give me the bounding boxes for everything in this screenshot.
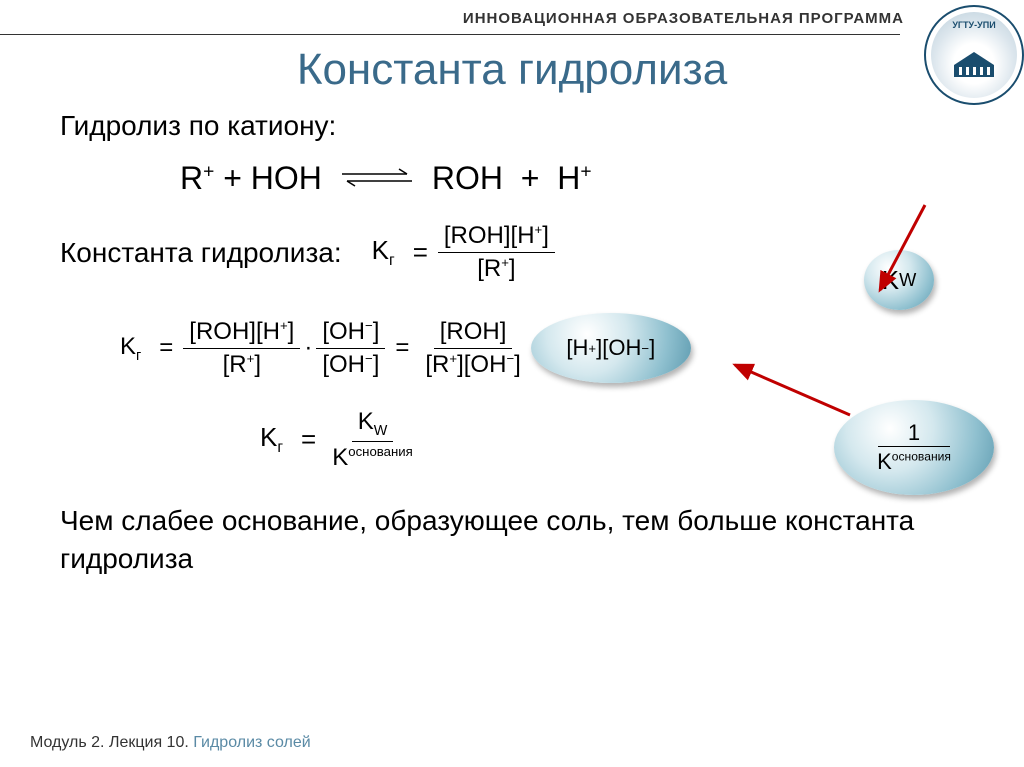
kg-formula: Kг = [ROH][H+] [R+] [372,222,555,283]
program-header: ИННОВАЦИОННАЯ ОБРАЗОВАТЕЛЬНАЯ ПРОГРАММА [463,10,904,27]
eq-left: R+ + HOH [180,160,322,197]
slide-content: Гидролиз по катиону: R+ + HOH ROH + H+ К… [60,110,994,577]
h-oh-bubble: [H+][OH−] [531,313,691,383]
university-logo: УГТУ-УПИ [924,5,1024,105]
cation-equation: R+ + HOH ROH + H+ [180,160,994,197]
eq-right: ROH + H+ [432,160,592,197]
slide-title: Константа гидролиза [297,45,727,95]
kg-definition-row: Константа гидролиза: Kг = [ROH][H+] [R+] [60,222,994,283]
expansion-row: Kг = [ROH][H+] [R+] · [OH−] [OH−] = [ROH… [120,313,994,383]
one-over-k-bubble: 1 Kоснования [834,400,994,495]
const-heading: Константа гидролиза: [60,237,342,269]
logo-text: УГТУ-УПИ [952,20,995,30]
cation-heading: Гидролиз по катиону: [60,110,994,142]
slide-footer: Модуль 2. Лекция 10. Гидролиз солей [30,734,311,752]
header-divider [0,34,900,35]
footer-topic: Гидролиз солей [193,734,310,751]
building-icon [949,50,999,80]
equilibrium-arrow-icon [337,160,417,197]
conclusion-text: Чем слабее основание, образующее соль, т… [60,502,994,578]
kw-bubble: KW [864,250,934,310]
footer-module: Модуль 2. Лекция 10. [30,734,189,751]
